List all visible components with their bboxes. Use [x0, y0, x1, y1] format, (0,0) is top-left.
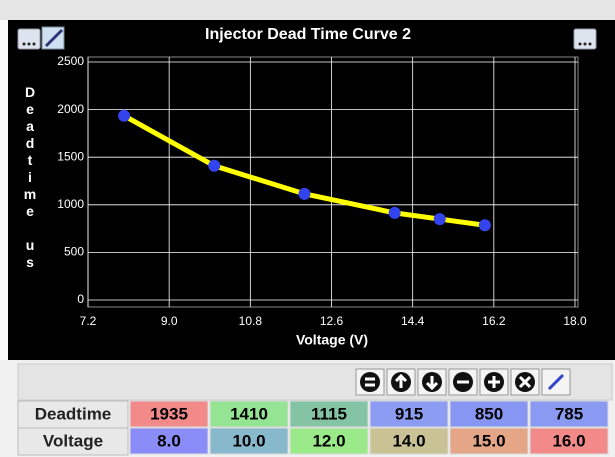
cell-value: 850: [475, 404, 503, 423]
button-frame[interactable]: [17, 28, 41, 50]
table-cell[interactable]: [369, 427, 449, 455]
cell-value: 915: [395, 404, 423, 423]
data-point[interactable]: [208, 159, 221, 172]
data-point[interactable]: [388, 206, 401, 219]
cell-value: 10.0: [232, 431, 265, 450]
dot: [32, 42, 36, 46]
table-cell[interactable]: [209, 400, 289, 428]
table-cell[interactable]: [529, 400, 609, 428]
pencil: [44, 28, 64, 48]
y-axis-label: Deadtime us: [22, 83, 38, 271]
y-tick-label: 1500: [57, 149, 84, 163]
dot: [27, 42, 31, 46]
edit-button[interactable]: [41, 26, 65, 50]
y-tick-label: 0: [77, 292, 84, 306]
table-cell[interactable]: [289, 427, 369, 455]
table-cell[interactable]: [369, 400, 449, 428]
table-cell[interactable]: [529, 427, 609, 455]
cell-value: 14.0: [392, 431, 425, 450]
cell-value: 15.0: [472, 431, 505, 450]
data-line: [122, 113, 486, 228]
x-tick-label: 18.0: [563, 314, 587, 328]
x-tick-label: 10.8: [239, 314, 263, 328]
menu-button[interactable]: [573, 28, 597, 50]
y-tick-label: 2000: [57, 102, 84, 116]
cell-value: 1410: [230, 404, 268, 423]
top-bar: [0, 0, 615, 20]
menu-button[interactable]: [17, 28, 41, 50]
toolbar-button[interactable]: [479, 368, 509, 396]
table-cell[interactable]: [449, 400, 529, 428]
toolbar-button[interactable]: [510, 368, 540, 396]
y-tick-label: 500: [64, 245, 84, 259]
x-tick-label: 9.0: [161, 314, 178, 328]
data-point[interactable]: [478, 219, 491, 232]
toolbar-button[interactable]: [355, 368, 385, 396]
y-tick-label: 1000: [57, 197, 84, 211]
x-axis-label: Voltage (V): [296, 332, 368, 348]
toolbar-button[interactable]: [448, 368, 478, 396]
cell-value: 1935: [150, 404, 188, 423]
row-header: Voltage: [43, 431, 103, 450]
table-cell[interactable]: [209, 427, 289, 455]
table-cell[interactable]: [449, 427, 529, 455]
x-tick-label: 12.6: [320, 314, 344, 328]
icon: [547, 373, 565, 391]
cell-value: 16.0: [552, 431, 585, 450]
x-tick-label: 7.2: [80, 314, 97, 328]
button-frame[interactable]: [573, 28, 597, 50]
icon: [394, 373, 408, 383]
data-point[interactable]: [298, 187, 311, 200]
dot: [578, 42, 582, 46]
x-tick-label: 14.4: [401, 314, 425, 328]
table-cell[interactable]: [289, 400, 369, 428]
row-header-cell: [17, 427, 129, 456]
chart-title: Injector Dead Time Curve 2: [205, 26, 411, 43]
cell-value: 12.0: [312, 431, 345, 450]
y-tick-label: 2500: [57, 54, 84, 68]
cell-value: 785: [555, 404, 583, 423]
icon: [360, 372, 380, 392]
table-cell[interactable]: [129, 427, 209, 455]
dot: [588, 42, 592, 46]
cell-value: 1115: [311, 404, 347, 423]
left-strip: [0, 20, 8, 360]
table-cell[interactable]: [129, 400, 209, 428]
dot: [22, 42, 26, 46]
toolbar-button[interactable]: [417, 368, 447, 396]
icon: [518, 375, 532, 389]
plot-area: [87, 56, 579, 308]
data-point[interactable]: [118, 109, 131, 122]
row-header-cell: [17, 400, 129, 429]
icon: [425, 381, 439, 391]
cell-value: 8.0: [157, 431, 181, 450]
data-point[interactable]: [433, 213, 446, 226]
row-header: Deadtime: [35, 404, 112, 423]
dot: [583, 42, 587, 46]
toolbar-button[interactable]: [541, 368, 571, 396]
x-tick-label: 16.2: [482, 314, 506, 328]
toolbar-button[interactable]: [386, 368, 416, 396]
